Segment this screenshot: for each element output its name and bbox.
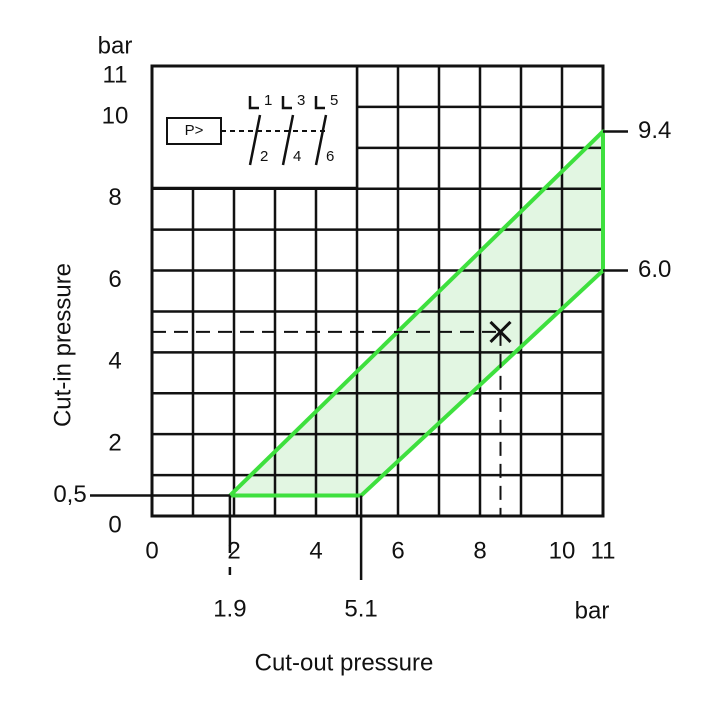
cross-stroke [489,320,512,343]
y-axis-title: Cut-in pressure [49,263,76,427]
symbol-box [166,117,222,145]
y-unit: bar [98,32,133,59]
x-tick-label: 11 [591,537,616,564]
marker-label: 0,5 [53,481,86,508]
y-tick-label: 8 [108,184,121,211]
y-tick-label: 6 [108,266,121,293]
contact-blade [248,114,262,166]
terminal-label: 4 [293,148,301,165]
x-unit: bar [575,597,610,624]
marker-label: 9.4 [638,117,671,144]
marker-label: 6.0 [638,256,671,283]
marker-label: 5.1 [344,595,377,622]
terminal-label: 3 [297,92,305,109]
x-tick-label: 6 [391,537,404,564]
contact-top [281,96,292,110]
x-tick-label: 10 [549,537,576,564]
contact-top [248,96,259,110]
contact-top [314,96,325,110]
y-tick-label: 2 [108,430,121,457]
marker-label: 1.9 [213,595,246,622]
contact-blade [281,114,295,166]
y-tick-label: 4 [108,348,121,375]
y-tick-label: 11 [103,61,128,88]
x-tick-label: 8 [473,537,486,564]
example-point [489,320,512,343]
terminal-label: 6 [326,148,334,165]
terminal-label: 2 [260,148,268,165]
contact-blade [314,114,328,166]
plot-frame [150,64,605,518]
symbol-box-label: P> [185,122,204,139]
x-axis-title: Cut-out pressure [255,649,434,676]
terminal-label: 5 [330,92,338,109]
y-tick-label: 10 [102,102,129,129]
y-tick-label: 0 [108,511,121,538]
terminal-label: 1 [264,92,272,109]
x-tick-label: 4 [309,537,322,564]
x-tick-label: 0 [145,537,158,564]
